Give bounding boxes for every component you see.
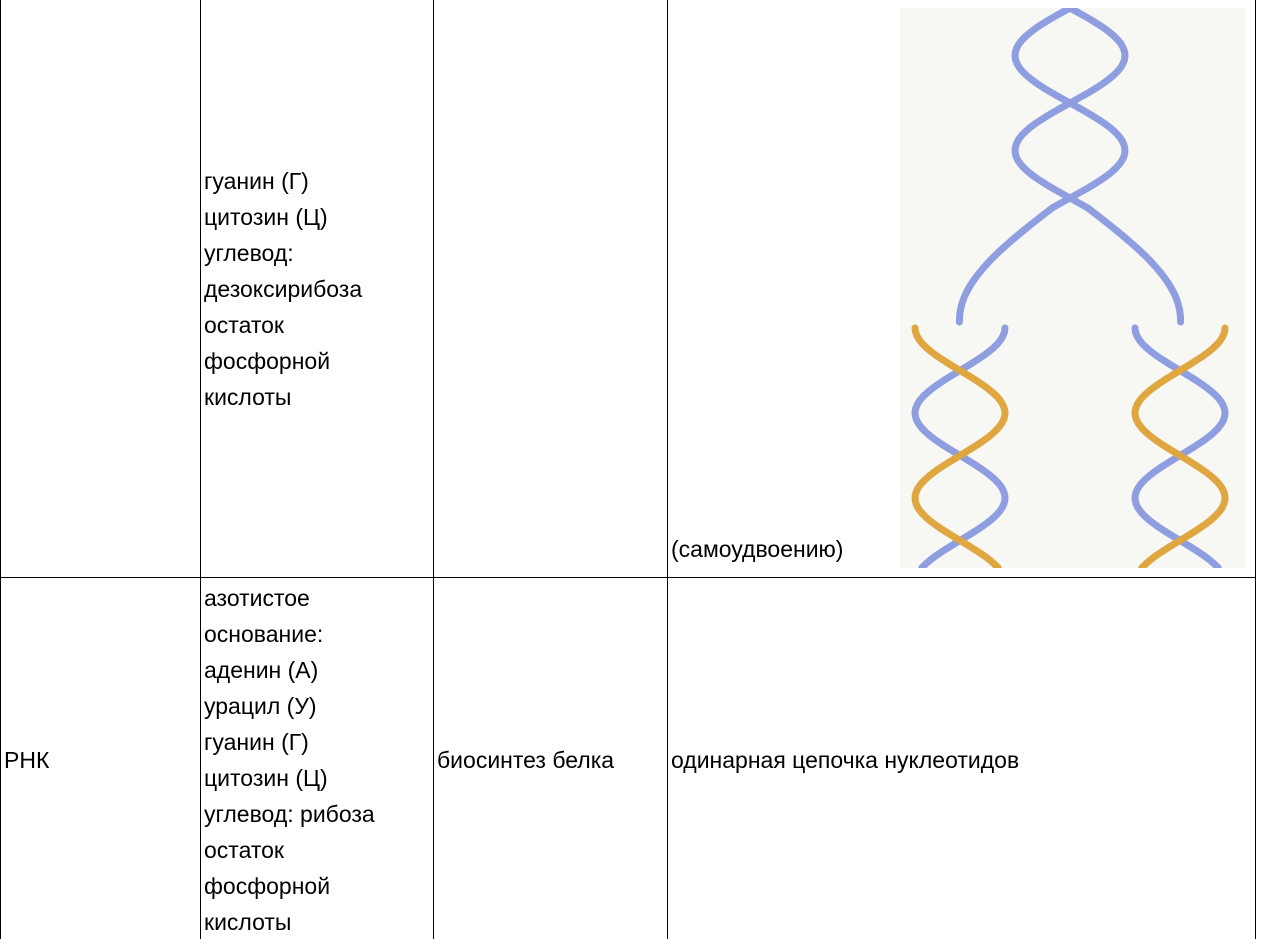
helix-strand — [911, 324, 1009, 568]
components: азотистое основание: аденин (А) урацил (У) г… — [204, 580, 375, 939]
component-line: гуанин (Г) — [204, 168, 309, 194]
component-line: фосфорной — [204, 348, 331, 374]
component-line: аденин (А) — [204, 657, 319, 683]
component-line: урацил (У) — [204, 693, 317, 719]
helix-strand — [1084, 204, 1185, 326]
helix-strand — [911, 324, 1009, 568]
component-line: основание: — [204, 621, 324, 647]
components: гуанин (Г) цитозин (Ц) углевод: дезоксирибо… — [204, 163, 362, 415]
image-bg — [900, 8, 1245, 568]
cell: (самоудвоению) — [667, 0, 1256, 578]
component-line: дезоксирибоза — [204, 276, 363, 302]
cell: азотистое основание: аденин (А) урацил (У) г… — [200, 578, 434, 939]
cell — [433, 0, 668, 578]
structure: одинарная цепочка нуклеотидов — [671, 746, 1020, 773]
cell: РНК — [0, 578, 201, 939]
cell: биосинтез белка — [433, 578, 668, 939]
component-line: углевод: рибоза — [204, 801, 375, 827]
cell: гуанин (Г) цитозин (Ц) углевод: дезоксирибо… — [200, 0, 434, 578]
component-line: остаток — [204, 312, 284, 338]
cell: одинарная цепочка нуклеотидов — [667, 578, 1256, 939]
component-line: гуанин (Г) — [204, 729, 309, 755]
name: РНК — [4, 746, 50, 773]
component-line: кислоты — [204, 909, 292, 935]
cell — [0, 0, 201, 578]
helix-strand — [1131, 324, 1229, 568]
function: биосинтез белка — [437, 746, 615, 773]
component-line: остаток — [204, 837, 284, 863]
helix-strand — [1131, 324, 1229, 568]
component-line: цитозин (Ц) — [204, 204, 328, 230]
caption: (самоудвоению) — [671, 536, 844, 562]
row-border — [0, 577, 1256, 578]
dna-image — [900, 8, 1245, 568]
helix-strand — [1011, 8, 1129, 212]
component-line: фосфорной — [204, 873, 331, 899]
component-line: кислоты — [204, 384, 292, 410]
helix-strand — [1011, 8, 1129, 212]
component-line: цитозин (Ц) — [204, 765, 328, 791]
component-line: углевод: — [204, 240, 294, 266]
helix-strand — [955, 204, 1056, 326]
component-line: азотистое — [204, 585, 310, 611]
